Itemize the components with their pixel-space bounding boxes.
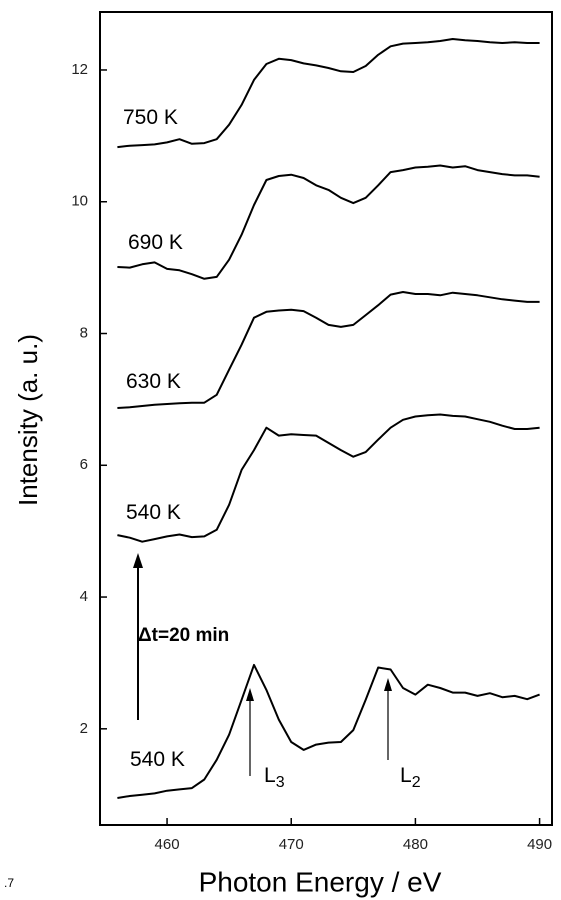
annotation-text: 690 K (128, 231, 183, 254)
annotation-text: L (400, 764, 412, 787)
y-tick-label: 2 (80, 720, 88, 737)
arrows (133, 553, 392, 776)
annotation-text: L (264, 764, 276, 787)
annotation-text: Δt=20 min (138, 625, 229, 646)
plot-frame (99, 11, 553, 826)
y-axis-title: Intensity (a. u.) (13, 334, 43, 506)
annotation: Δt=20 min (138, 625, 229, 646)
annotation: L3 (264, 764, 285, 792)
spectrum-line (117, 38, 540, 149)
annotation: L2 (400, 764, 421, 792)
x-tick-label: 490 (527, 836, 552, 853)
y-tick-label: 12 (71, 61, 88, 78)
annotation: 630 K (126, 370, 181, 393)
y-tick-label: 6 (80, 456, 88, 473)
spectrum-line (117, 663, 540, 799)
annotation-text: 630 K (126, 370, 181, 393)
annotation: 540 K (130, 748, 185, 771)
x-tick-label: 460 (155, 836, 180, 853)
arrow-head (384, 678, 392, 691)
x-tick-label: 480 (403, 836, 428, 853)
spectrum-line (117, 413, 540, 543)
arrow-head (246, 688, 254, 701)
annotation-text: 540 K (130, 748, 185, 771)
annotation: 540 K (126, 501, 181, 524)
annotation-subscript: 2 (412, 774, 421, 791)
y-tick-label: 8 (80, 324, 88, 341)
annotation-text: 750 K (123, 106, 178, 129)
annotation: 750 K (123, 106, 178, 129)
x-axis-title: Photon Energy / eV (199, 866, 442, 897)
spectrum-line (117, 164, 540, 280)
x-tick-label: 470 (279, 836, 304, 853)
spectrum-line (117, 291, 540, 409)
annotation: 690 K (128, 231, 183, 254)
corner-text: .7 (4, 876, 14, 890)
annotation-text: 540 K (126, 501, 181, 524)
y-tick-label: 4 (80, 588, 88, 605)
annotation-subscript: 3 (276, 774, 285, 791)
y-tick-label: 10 (71, 193, 88, 210)
arrow-head (133, 553, 143, 568)
